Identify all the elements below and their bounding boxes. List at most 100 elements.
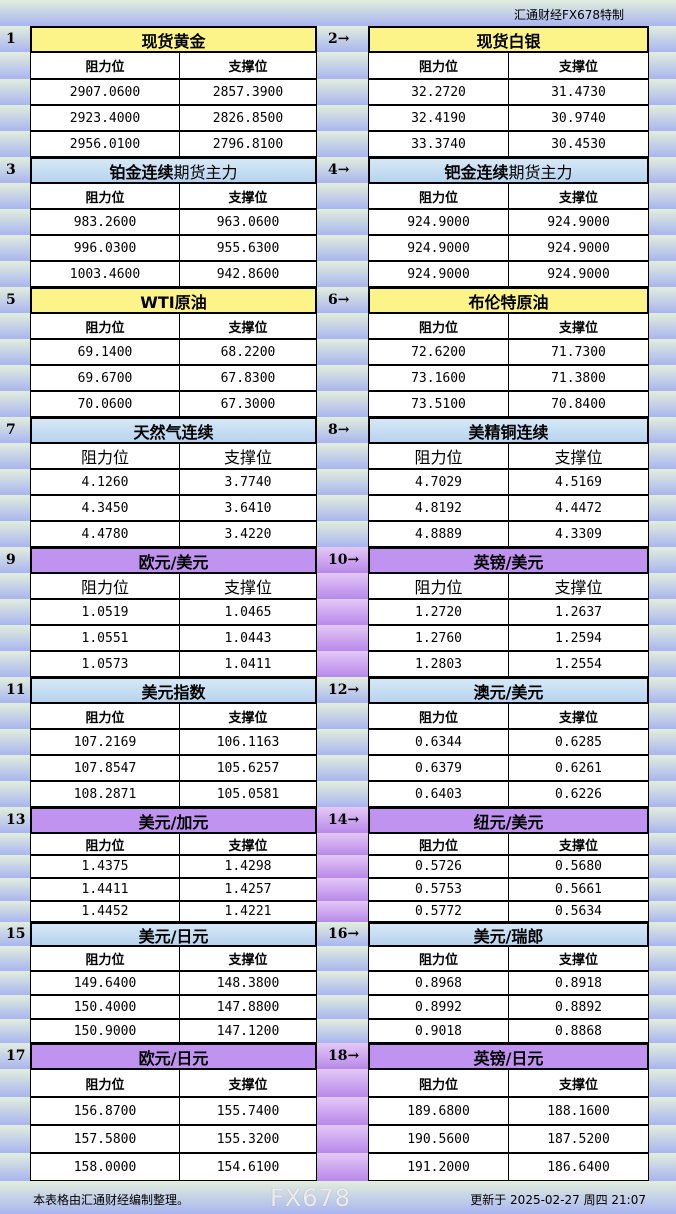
support-header: 支撑位: [179, 946, 317, 971]
resistance-value: 1003.4600: [30, 261, 180, 287]
resistance-value: 924.9000: [368, 235, 509, 261]
instrument-title[interactable]: 美精铜连续: [368, 417, 649, 443]
support-value: 2796.8100: [179, 131, 317, 157]
resistance-header: 阻力位: [30, 52, 180, 79]
instrument-name: 欧元/美元: [138, 552, 209, 572]
footer: 本表格由汇通财经编制整理。 更新于 2025-02-27 周四 21:07: [0, 1181, 676, 1214]
middle-strip: [316, 495, 368, 521]
resistance-header: 阻力位: [368, 183, 509, 209]
support-header: 支撑位: [508, 443, 649, 469]
support-value: 1.4221: [179, 901, 317, 922]
middle-strip: [316, 391, 368, 417]
resistance-value: 1.0551: [30, 625, 180, 651]
footer-note: 本表格由汇通财经编制整理。: [33, 1193, 190, 1207]
section-number: 12→: [328, 682, 360, 698]
resistance-header: 阻力位: [30, 833, 180, 855]
section-number: 16→: [328, 926, 360, 942]
instrument-name: 美元/日元: [138, 926, 209, 946]
instrument-title[interactable]: 欧元/美元: [30, 547, 317, 573]
instrument-title[interactable]: WTI原油: [30, 287, 317, 313]
section-number: 17: [6, 1048, 26, 1064]
table-row: 1.0519 1.0465 1.2720 1.2637: [0, 599, 676, 625]
instrument-title[interactable]: 美元/瑞郎: [368, 922, 649, 946]
resistance-value: 0.5772: [368, 901, 509, 922]
instrument-name: 天然气连续: [133, 422, 214, 442]
resistance-value: 156.8700: [30, 1097, 180, 1125]
table-row: 70.0600 67.3000 73.5100 70.8400: [0, 391, 676, 417]
instrument-title[interactable]: 纽元/美元: [368, 807, 649, 833]
middle-strip: [316, 1069, 368, 1097]
middle-strip: [316, 729, 368, 755]
support-value: 105.6257: [179, 755, 317, 781]
support-value: 1.2637: [508, 599, 649, 625]
instrument-title[interactable]: 钯金连续 期货主力: [368, 157, 649, 183]
table-row: 1003.4600 942.8600 924.9000 924.9000: [0, 261, 676, 287]
instrument-name: 美元指数: [141, 682, 206, 702]
instrument-title[interactable]: 英镑/美元: [368, 547, 649, 573]
instrument-title[interactable]: 天然气连续: [30, 417, 317, 443]
support-header: 支撑位: [508, 833, 649, 855]
table-row: 4.3450 3.6410 4.8192 4.4472: [0, 495, 676, 521]
resistance-value: 0.5753: [368, 878, 509, 901]
section-number: 15: [6, 926, 26, 942]
resistance-value: 4.8889: [368, 521, 509, 547]
resistance-header: 阻力位: [368, 833, 509, 855]
section-number: 9: [6, 552, 16, 568]
support-value: 4.4472: [508, 495, 649, 521]
instrument-title[interactable]: 铂金连续 期货主力: [30, 157, 317, 183]
section-number: 11: [6, 682, 26, 698]
support-value: 70.8400: [508, 391, 649, 417]
middle-strip: [316, 1125, 368, 1153]
support-header: 支撑位: [508, 183, 649, 209]
support-value: 155.3200: [179, 1125, 317, 1153]
instrument-title[interactable]: 布伦特原油: [368, 287, 649, 313]
resistance-value: 0.8992: [368, 995, 509, 1019]
support-header: 支撑位: [508, 946, 649, 971]
instrument-name: 纽元/美元: [473, 812, 544, 832]
support-value: 68.2200: [179, 339, 317, 365]
instrument-title[interactable]: 美元/日元: [30, 922, 317, 946]
resistance-value: 157.5800: [30, 1125, 180, 1153]
resistance-value: 4.4780: [30, 521, 180, 547]
table-row: 1.0573 1.0411 1.2803 1.2554: [0, 651, 676, 677]
column-header-row: 阻力位 支撑位 阻力位 支撑位: [0, 703, 676, 729]
section-number: 10→: [328, 552, 360, 568]
resistance-value: 189.6800: [368, 1097, 509, 1125]
middle-strip: [316, 971, 368, 995]
table-row: 1.0551 1.0443 1.2760 1.2594: [0, 625, 676, 651]
middle-strip: [316, 261, 368, 287]
middle-strip: [316, 1153, 368, 1181]
resistance-value: 1.2760: [368, 625, 509, 651]
instrument-title[interactable]: 美元指数: [30, 677, 317, 703]
resistance-value: 924.9000: [368, 209, 509, 235]
instrument-title[interactable]: 美元/加元: [30, 807, 317, 833]
resistance-value: 69.6700: [30, 365, 180, 391]
support-value: 0.8918: [508, 971, 649, 995]
instrument-title[interactable]: 澳元/美元: [368, 677, 649, 703]
resistance-header: 阻力位: [30, 183, 180, 209]
section-number: 4→: [328, 162, 350, 178]
support-value: 0.6285: [508, 729, 649, 755]
instrument-name: 现货黄金: [141, 31, 206, 51]
middle-strip: [316, 52, 368, 79]
resistance-value: 2907.0600: [30, 79, 180, 105]
instrument-title[interactable]: 现货黄金: [30, 26, 317, 52]
support-header: 支撑位: [179, 1069, 317, 1097]
instrument-name: 英镑/日元: [473, 1048, 544, 1068]
column-header-row: 阻力位 支撑位 阻力位 支撑位: [0, 443, 676, 469]
instrument-title[interactable]: 英镑/日元: [368, 1043, 649, 1069]
instrument-title[interactable]: 现货白银: [368, 26, 649, 52]
table-row: 1.4411 1.4257 0.5753 0.5661: [0, 878, 676, 901]
support-value: 1.0411: [179, 651, 317, 677]
support-value: 147.1200: [179, 1019, 317, 1043]
support-value: 924.9000: [508, 235, 649, 261]
resistance-value: 4.8192: [368, 495, 509, 521]
resistance-value: 4.7029: [368, 469, 509, 495]
table-row: 69.1400 68.2200 72.6200 71.7300: [0, 339, 676, 365]
instrument-title[interactable]: 欧元/日元: [30, 1043, 317, 1069]
resistance-value: 107.2169: [30, 729, 180, 755]
resistance-value: 150.4000: [30, 995, 180, 1019]
section-number: 2→: [328, 31, 350, 47]
table-row: 2956.0100 2796.8100 33.3740 30.4530: [0, 131, 676, 157]
table-row: 2907.0600 2857.3900 32.2720 31.4730: [0, 79, 676, 105]
